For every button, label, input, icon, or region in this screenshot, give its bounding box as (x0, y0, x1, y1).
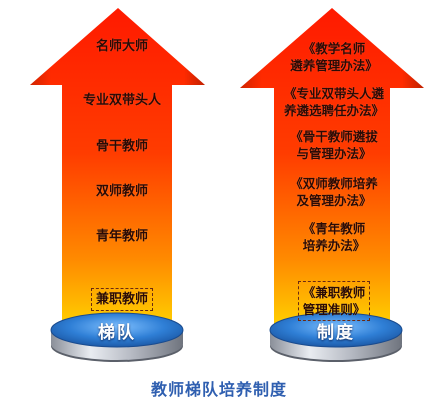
diagram-caption: 教师梯队培养制度 (150, 380, 287, 399)
left-item-6: 兼职教师 (90, 288, 153, 311)
right-item-4: 《双师教师培养 及管理办法》 (290, 176, 378, 208)
left-item-5: 青年教师 (95, 229, 148, 244)
right-item-1: 《教学名师 遴养管理办法》 (290, 41, 378, 73)
right-item-6-wrapper: 《兼职教师 管理准则》 (264, 264, 404, 321)
right-arrow (240, 8, 424, 330)
right-item-6: 《兼职教师 管理准则》 (297, 281, 371, 321)
left-base-label: 梯队 (98, 323, 136, 343)
right-item-5: 《青年教师 培养办法》 (302, 221, 366, 253)
right-item-2: 《专业双带头人遴 养遴选聘任办法》 (283, 86, 384, 118)
right-base-pedestal (269, 312, 403, 362)
left-arrow (30, 8, 205, 330)
left-item-6-wrapper: 兼职教师 (52, 271, 192, 311)
left-item-1: 名师大师 (95, 39, 148, 54)
right-base-label: 制度 (317, 323, 355, 343)
left-item-4: 双师教师 (95, 184, 148, 199)
right-item-3: 《骨干教师遴拔 与管理办法》 (290, 129, 378, 161)
left-item-2: 专业双带头人 (82, 93, 161, 108)
left-item-3: 骨干教师 (95, 139, 148, 154)
left-base-pedestal (50, 312, 184, 362)
